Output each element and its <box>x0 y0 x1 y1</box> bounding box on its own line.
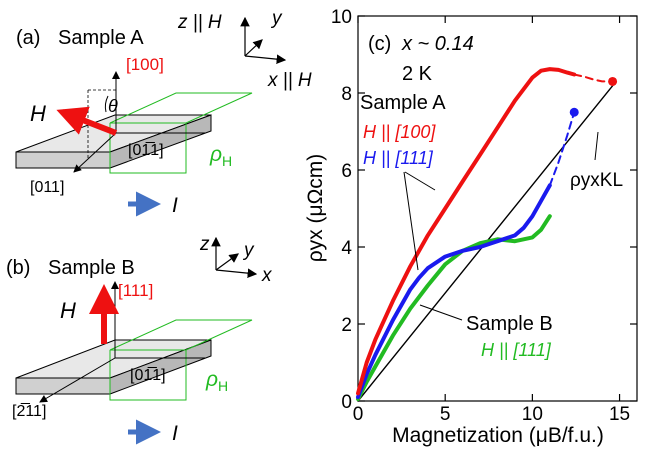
rho-loop-a-side <box>109 123 187 174</box>
theta-arc <box>104 95 109 113</box>
axis-z-label-b: z <box>199 234 210 255</box>
panel-a: (a) Sample A z || H y x || H θ [100] <box>15 8 312 217</box>
series-line-3 <box>548 111 576 187</box>
label-rho-kl: ρyxKL <box>570 170 623 191</box>
y-tick-label: 0 <box>341 392 352 413</box>
chart-annotation-x: x ~ 0.14 <box>401 33 474 55</box>
axis-ticks: 0 5 10 15 0 2 4 6 8 10 <box>331 7 637 425</box>
panel-b-title: Sample B <box>48 257 135 279</box>
axis-y-arrow-b <box>215 253 239 271</box>
rho-h-label-a: ρH <box>209 143 232 169</box>
label-sample-a-h111: H || [111] <box>363 148 434 168</box>
series-line-4 <box>356 214 552 402</box>
panel-b-axes: z y x <box>199 234 273 286</box>
axis-y-label: y <box>270 8 283 29</box>
y-tick-label: 8 <box>341 84 352 105</box>
y-tick-label: 10 <box>331 7 352 28</box>
y-tick-label: 4 <box>341 238 352 259</box>
axis-z-label: z || H <box>177 12 222 33</box>
chart-annotation-temperature: 2 K <box>402 63 433 85</box>
label-sample-b: Sample B <box>466 313 553 335</box>
series-end-marker-0 <box>608 76 618 86</box>
rho-h-label-b: ρH <box>205 368 228 394</box>
x-tick-label: 5 <box>440 404 451 425</box>
series-line-0 <box>356 67 577 396</box>
plot-frame <box>357 15 638 402</box>
series-end-marker-1 <box>569 107 579 117</box>
dir-111-label: [111] <box>118 281 153 300</box>
leader-sample-a-red <box>404 171 436 191</box>
h-field-arrow-a <box>56 106 118 136</box>
series-layer <box>356 67 618 402</box>
panel-a-label: (a) <box>16 27 40 49</box>
x-tick-label: 15 <box>609 404 630 425</box>
dir-100-label: [100] <box>126 55 164 74</box>
h-field-label-b: H <box>60 298 76 323</box>
leader-sample-a-blue <box>403 171 419 271</box>
current-label-a: I <box>172 194 178 217</box>
rho-loop-b-top <box>109 319 253 351</box>
chart-panel-label: (c) <box>368 33 391 55</box>
dir-0m11-label-b: [01̅1] <box>130 366 166 384</box>
axis-y-arrow <box>244 39 263 57</box>
dir-m211-arrow <box>39 357 116 403</box>
series-line-2 <box>356 183 552 400</box>
axis-y-label-b: y <box>242 240 255 261</box>
axis-x-label-b: x <box>261 265 273 286</box>
dir-0m11-label: [01̅1] <box>128 141 164 159</box>
current-label-b: I <box>172 422 178 445</box>
leader-rho-kl <box>594 131 599 161</box>
y-tick-label: 6 <box>341 161 352 182</box>
label-sample-b-h111: H || [111] <box>481 340 552 360</box>
x-axis-label: Magnetization (μB/f.u.) <box>392 424 604 447</box>
x-tick-label: 10 <box>522 404 543 425</box>
h-field-label-a: H <box>30 101 46 126</box>
dir-011-arrow <box>73 132 117 173</box>
y-axis-label: ρyx (μΩcm) <box>304 154 327 263</box>
theta-label: θ <box>108 96 118 116</box>
panel-b-label: (b) <box>6 257 30 279</box>
axis-x-arrow <box>244 54 287 64</box>
dir-m211-label: [2̅11] <box>12 402 46 420</box>
panel-a-title: Sample A <box>58 27 144 49</box>
label-sample-a: Sample A <box>360 92 446 114</box>
x-tick-label: 0 <box>353 404 364 425</box>
label-sample-a-h100: H || [100] <box>363 122 436 142</box>
dir-011-label: [011] <box>30 179 64 196</box>
series-line-1 <box>573 73 614 83</box>
rho-loop-a-top <box>109 92 253 124</box>
leader-sample-b <box>419 304 463 321</box>
panel-a-axes: z || H y x || H <box>177 8 312 91</box>
panel-b: (b) Sample B z y x [111] [01̅1] [2̅11] H… <box>6 234 273 445</box>
rho-loop-b-side <box>109 350 187 401</box>
y-tick-label: 2 <box>341 315 352 336</box>
axis-x-label: x || H <box>267 70 312 91</box>
axis-x-arrow-b <box>215 268 258 278</box>
